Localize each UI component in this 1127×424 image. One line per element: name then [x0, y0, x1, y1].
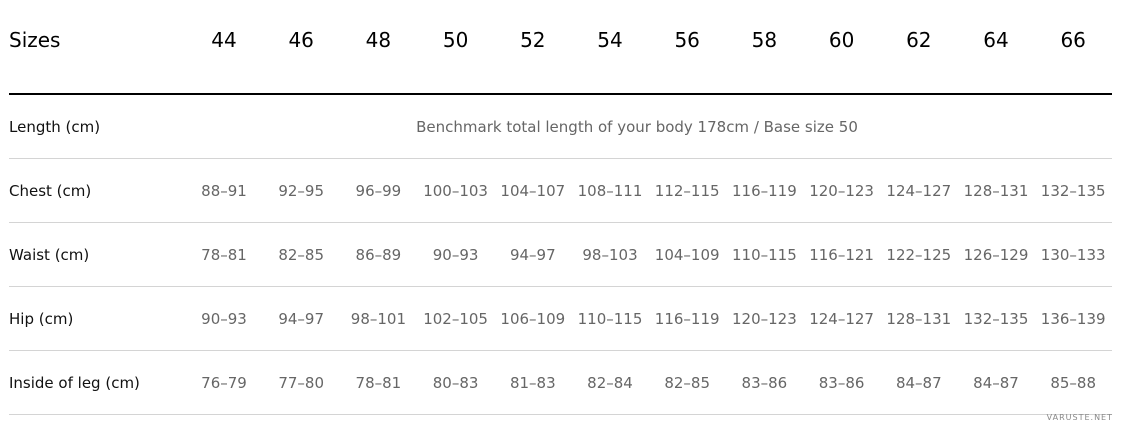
- size-header: 48: [365, 28, 392, 52]
- cell: 108–111: [577, 182, 643, 200]
- cell: 110–115: [732, 246, 797, 264]
- size-header: 50: [442, 28, 469, 52]
- row-label: Hip (cm): [9, 310, 74, 328]
- cell: 90–93: [201, 310, 247, 328]
- cell: 132–135: [1040, 182, 1106, 200]
- cell: 128–131: [886, 310, 952, 328]
- cell: 102–105: [423, 310, 488, 328]
- cell: 90–93: [432, 246, 479, 264]
- size-header: 46: [288, 28, 314, 52]
- cell: 100–103: [423, 182, 488, 200]
- cell: 84–87: [895, 374, 942, 392]
- cell: 128–131: [963, 182, 1029, 200]
- cell: 120–123: [809, 182, 874, 200]
- cell: 83–86: [741, 374, 788, 392]
- header-rule: [9, 93, 1112, 95]
- cell: 120–123: [732, 310, 797, 328]
- cell: 82–85: [664, 374, 711, 392]
- cell: 82–84: [587, 374, 633, 392]
- cell: 116–121: [809, 246, 874, 264]
- row-rule: [9, 158, 1112, 159]
- cell: 85–88: [1050, 374, 1097, 392]
- size-header: 66: [1060, 28, 1086, 52]
- size-header: 44: [211, 28, 237, 52]
- cell: 104–107: [500, 182, 566, 200]
- cell: 130–133: [1040, 246, 1106, 264]
- cell: 124–127: [809, 310, 874, 328]
- cell: 104–109: [654, 246, 720, 264]
- size-header: 64: [983, 28, 1009, 52]
- cell: 88–91: [201, 182, 247, 200]
- cell: 94–97: [509, 246, 556, 264]
- cell: 98–101: [350, 310, 406, 328]
- cell: 98–103: [582, 246, 638, 264]
- cell: 92–95: [278, 182, 325, 200]
- cell: 81–83: [509, 374, 556, 392]
- cell: 86–89: [355, 246, 402, 264]
- cell: 83–86: [818, 374, 865, 392]
- cell: 136–139: [1040, 310, 1106, 328]
- cell: 112–115: [654, 182, 720, 200]
- cell: 110–115: [577, 310, 643, 328]
- row-rule: [9, 222, 1112, 223]
- watermark: VARUSTE.NET: [1046, 413, 1113, 422]
- cell: 106–109: [500, 310, 566, 328]
- cell: 122–125: [886, 246, 952, 264]
- size-header: 58: [751, 28, 778, 52]
- cell: 116–119: [732, 182, 797, 200]
- size-header: 60: [828, 28, 855, 52]
- row-label: Waist (cm): [9, 246, 90, 264]
- size-header: 62: [906, 28, 932, 52]
- cell: 94–97: [278, 310, 325, 328]
- row-note: Benchmark total length of your body 178c…: [416, 118, 858, 136]
- header-title: Sizes: [9, 28, 61, 52]
- row-rule: [9, 350, 1112, 351]
- size-header: 54: [597, 28, 623, 52]
- cell: 78–81: [355, 374, 402, 392]
- row-label: Inside of leg (cm): [9, 374, 140, 392]
- cell: 78–81: [201, 246, 247, 264]
- cell: 124–127: [886, 182, 952, 200]
- cell: 116–119: [654, 310, 720, 328]
- cell: 76–79: [201, 374, 247, 392]
- row-label: Chest (cm): [9, 182, 92, 200]
- cell: 84–87: [973, 374, 1019, 392]
- size-header: 52: [520, 28, 546, 52]
- cell: 126–129: [963, 246, 1029, 264]
- cell: 80–83: [432, 374, 479, 392]
- row-rule: [9, 414, 1112, 415]
- cell: 96–99: [355, 182, 402, 200]
- row-label: Length (cm): [9, 118, 101, 136]
- row-rule: [9, 286, 1112, 287]
- cell: 77–80: [278, 374, 325, 392]
- cell: 82–85: [278, 246, 325, 264]
- cell: 132–135: [963, 310, 1029, 328]
- size-header: 56: [674, 28, 700, 52]
